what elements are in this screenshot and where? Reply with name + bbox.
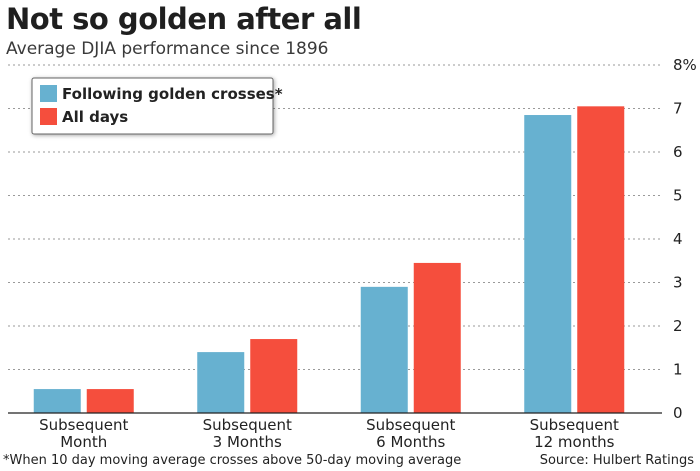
bar-all-days bbox=[86, 389, 134, 413]
x-tick-label: Subsequent bbox=[366, 416, 455, 434]
x-tick-label: Subsequent bbox=[39, 416, 128, 434]
bar-golden-crosses bbox=[197, 352, 245, 413]
x-tick-label: 3 Months bbox=[213, 433, 282, 451]
bar-all-days bbox=[250, 339, 298, 413]
chart-title: Not so golden after all bbox=[6, 2, 362, 36]
x-tick-label: 12 months bbox=[534, 433, 615, 451]
y-tick-label: 0 bbox=[673, 404, 683, 422]
x-tick-label: 6 Months bbox=[376, 433, 445, 451]
x-tick-label: Month bbox=[60, 433, 107, 451]
y-tick-label: 1 bbox=[673, 361, 683, 379]
y-tick-label: 6 bbox=[673, 143, 683, 161]
bar-all-days bbox=[413, 262, 461, 413]
y-tick-label: 2 bbox=[673, 317, 683, 335]
bar-golden-crosses bbox=[524, 115, 572, 414]
y-tick-label: 5 bbox=[673, 187, 683, 205]
y-tick-label: 3 bbox=[673, 274, 683, 292]
x-tick-label: Subsequent bbox=[203, 416, 292, 434]
legend-label: All days bbox=[62, 108, 128, 126]
chart-subtitle: Average DJIA performance since 1896 bbox=[6, 39, 329, 59]
footnote: *When 10 day moving average crosses abov… bbox=[3, 453, 462, 468]
legend-swatch bbox=[40, 85, 57, 102]
y-tick-label: 4 bbox=[673, 230, 683, 248]
bar-golden-crosses bbox=[33, 389, 81, 413]
legend-swatch bbox=[40, 108, 57, 125]
legend-label: Following golden crosses* bbox=[62, 85, 283, 103]
x-tick-label: Subsequent bbox=[530, 416, 619, 434]
source-note: Source: Hulbert Ratings bbox=[539, 453, 694, 468]
legend-box bbox=[31, 77, 274, 135]
y-tick-label: 7 bbox=[673, 100, 683, 118]
bar-golden-crosses bbox=[360, 286, 408, 413]
y-tick-label: 8% bbox=[673, 56, 697, 74]
bar-all-days bbox=[577, 106, 625, 413]
